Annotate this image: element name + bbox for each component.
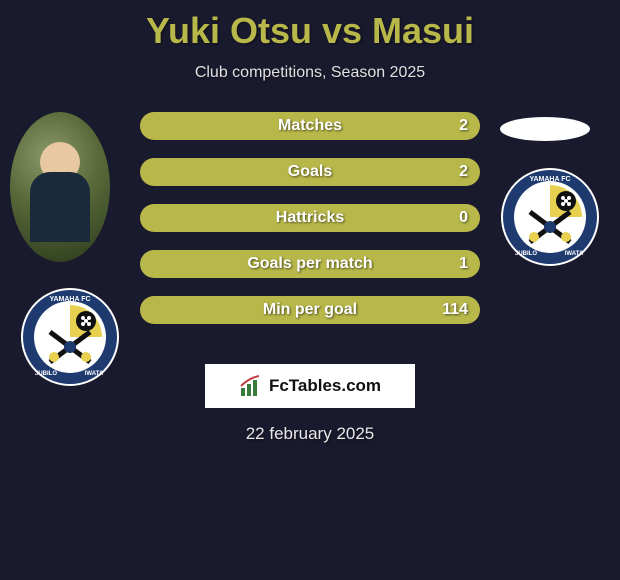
shield-icon: YAMAHA FC JUBILO IWATA: [20, 287, 120, 387]
bar-fill: Min per goal 114: [140, 296, 480, 324]
bar-label: Min per goal: [263, 301, 357, 319]
player-placeholder-right: [500, 117, 590, 141]
bar-value: 2: [459, 163, 468, 181]
svg-text:JUBILO: JUBILO: [515, 251, 537, 257]
bar-value: 2: [459, 117, 468, 135]
bar-label: Matches: [278, 117, 342, 135]
bar-min-per-goal: Min per goal 114: [140, 296, 480, 324]
player-photo-left: [10, 112, 110, 262]
team-badge-left: YAMAHA FC JUBILO IWATA: [20, 287, 120, 387]
brand-text: FcTables.com: [269, 376, 381, 396]
bar-hattricks: Hattricks 0: [140, 204, 480, 232]
bar-value: 114: [442, 301, 468, 319]
svg-text:JUBILO: JUBILO: [35, 371, 57, 377]
svg-text:IWATA: IWATA: [85, 371, 104, 377]
team-badge-right: YAMAHA FC JUBILO IWATA: [500, 167, 600, 267]
content-area: YAMAHA FC JUBILO IWATA YAMAHA FC JUBILO …: [0, 112, 620, 444]
svg-text:IWATA: IWATA: [565, 251, 584, 257]
bar-label: Goals: [288, 163, 332, 181]
subtitle: Club competitions, Season 2025: [0, 64, 620, 82]
shield-icon: YAMAHA FC JUBILO IWATA: [500, 167, 600, 267]
bar-matches: Matches 2: [140, 112, 480, 140]
bar-fill: Matches 2: [140, 112, 480, 140]
brand-box[interactable]: FcTables.com: [205, 364, 415, 408]
bar-goals: Goals 2: [140, 158, 480, 186]
bar-fill: Goals 2: [140, 158, 480, 186]
chart-icon: [239, 374, 263, 398]
bar-label: Hattricks: [276, 209, 344, 227]
bar-fill: Hattricks 0: [140, 204, 480, 232]
bar-value: 1: [459, 255, 468, 273]
bar-fill: Goals per match 1: [140, 250, 480, 278]
stat-bars: Matches 2 Goals 2 Hattricks 0 Goals per …: [140, 112, 480, 324]
bar-goals-per-match: Goals per match 1: [140, 250, 480, 278]
svg-text:YAMAHA FC: YAMAHA FC: [49, 296, 90, 303]
date-text: 22 february 2025: [0, 424, 620, 444]
page-title: Yuki Otsu vs Masui: [0, 0, 620, 52]
bar-value: 0: [459, 209, 468, 227]
svg-text:YAMAHA FC: YAMAHA FC: [529, 176, 570, 183]
bar-label: Goals per match: [247, 255, 372, 273]
